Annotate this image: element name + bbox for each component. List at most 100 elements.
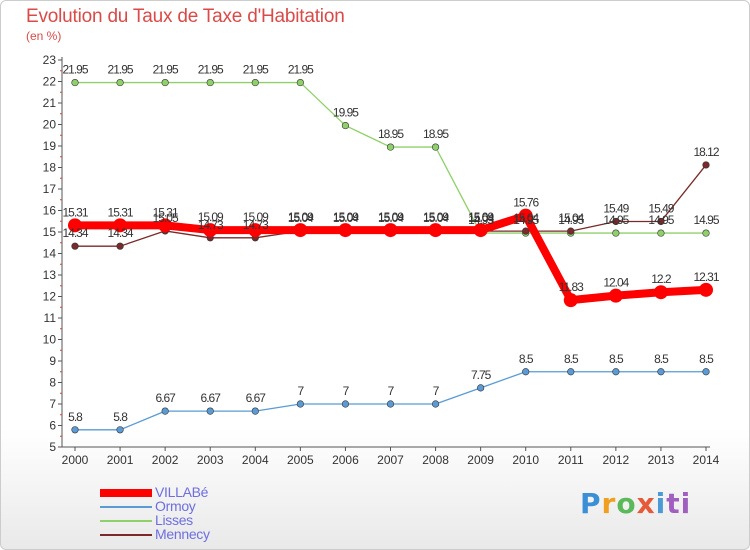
data-label: 18.95 <box>423 127 449 141</box>
data-label: 12.04 <box>603 276 629 290</box>
proxiti-logo: Proxiti <box>580 487 691 520</box>
data-label: 14.95 <box>513 213 539 227</box>
data-point <box>702 229 710 237</box>
x-tick-label: 2010 <box>512 453 539 467</box>
x-tick-label: 2013 <box>648 453 675 467</box>
data-label: 8.5 <box>564 352 579 366</box>
y-tick-label: 23 <box>43 53 57 67</box>
data-point <box>206 407 214 415</box>
data-point <box>71 78 79 87</box>
legend-swatch <box>100 520 152 522</box>
y-tick-label: 9 <box>49 354 56 368</box>
x-tick-label: 2008 <box>422 453 449 467</box>
data-point <box>386 400 395 408</box>
data-label: 15.05 <box>153 211 179 225</box>
data-point <box>657 217 665 226</box>
data-label: 21.95 <box>198 63 224 77</box>
data-point <box>612 368 620 376</box>
data-point <box>296 400 304 408</box>
y-tick-label: 14 <box>43 247 57 261</box>
data-label: 15.09 <box>288 210 314 224</box>
data-point <box>699 282 713 297</box>
data-point <box>522 368 530 376</box>
data-point <box>116 242 124 250</box>
y-tick-label: 8 <box>49 376 56 390</box>
data-point <box>522 227 530 235</box>
data-point <box>431 400 440 408</box>
data-label: 8.5 <box>654 352 669 366</box>
data-point <box>338 223 353 238</box>
x-tick-label: 2009 <box>467 453 494 467</box>
data-point <box>71 426 79 434</box>
data-point <box>116 78 124 87</box>
data-point <box>702 368 710 376</box>
data-label: 12.31 <box>693 270 719 284</box>
data-label: 15.04 <box>333 211 359 225</box>
data-label: 8.5 <box>519 352 534 366</box>
data-label: 7 <box>298 384 305 398</box>
data-point <box>161 407 169 415</box>
legend-swatch <box>100 506 152 508</box>
data-point <box>702 161 710 169</box>
y-tick-label: 6 <box>49 419 56 433</box>
data-label: 19.95 <box>333 106 359 120</box>
y-tick-label: 15 <box>43 225 57 239</box>
data-label: 15.09 <box>198 210 224 224</box>
x-tick-label: 2004 <box>242 453 269 467</box>
data-point <box>612 229 620 237</box>
x-tick-label: 2014 <box>693 453 720 467</box>
data-label: 15.04 <box>423 211 449 225</box>
data-label: 6.67 <box>201 391 222 405</box>
logo-letter: r <box>601 487 617 520</box>
data-label: 14.95 <box>693 213 719 227</box>
data-point <box>563 293 578 308</box>
data-point <box>477 384 485 392</box>
legend-swatch <box>100 489 152 497</box>
data-label: 15.09 <box>243 210 269 224</box>
chart-title: Evolution du Taux de Taxe d'Habitation <box>26 6 345 27</box>
y-tick-label: 16 <box>43 204 57 218</box>
data-label: 14.73 <box>198 218 224 232</box>
x-tick-label: 2012 <box>603 453 630 467</box>
data-label: 15.04 <box>558 211 584 225</box>
data-point <box>341 121 350 130</box>
data-point <box>293 223 308 238</box>
data-point <box>653 285 668 300</box>
data-label: 8.5 <box>609 352 624 366</box>
x-tick-label: 2000 <box>62 453 89 467</box>
data-label: 15.04 <box>513 211 539 225</box>
y-tick-label: 5 <box>49 440 56 454</box>
data-point <box>567 368 575 376</box>
logo-letter: i <box>655 487 667 520</box>
data-label: 18.12 <box>693 145 719 159</box>
y-tick-label: 13 <box>43 268 57 282</box>
data-label: 21.95 <box>108 63 134 77</box>
data-point <box>251 78 259 87</box>
data-point <box>657 368 665 376</box>
data-label: 15.31 <box>62 205 88 219</box>
data-label: 14.95 <box>468 213 494 227</box>
legend-swatch <box>100 534 152 536</box>
data-label: 15.49 <box>648 201 674 215</box>
x-tick-label: 2006 <box>332 453 359 467</box>
x-tick-label: 2001 <box>107 453 134 467</box>
x-tick-label: 2002 <box>152 453 179 467</box>
x-tick-label: 2003 <box>197 453 224 467</box>
data-label: 15.49 <box>603 201 629 215</box>
legend-item: Ormoy <box>100 498 300 514</box>
data-label: 14.95 <box>648 213 674 227</box>
data-point <box>116 426 124 434</box>
data-point <box>296 78 304 87</box>
data-point <box>386 143 395 151</box>
data-label: 15.31 <box>108 205 134 219</box>
data-label: 21.95 <box>288 63 314 77</box>
legend-label: VILLABé <box>155 484 209 500</box>
data-label: 15.04 <box>468 211 494 225</box>
data-point <box>612 217 620 226</box>
data-label: 21.95 <box>62 63 88 77</box>
data-label: 21.95 <box>153 63 179 77</box>
data-label: 7.75 <box>471 368 492 382</box>
data-label: 14.73 <box>243 218 269 232</box>
